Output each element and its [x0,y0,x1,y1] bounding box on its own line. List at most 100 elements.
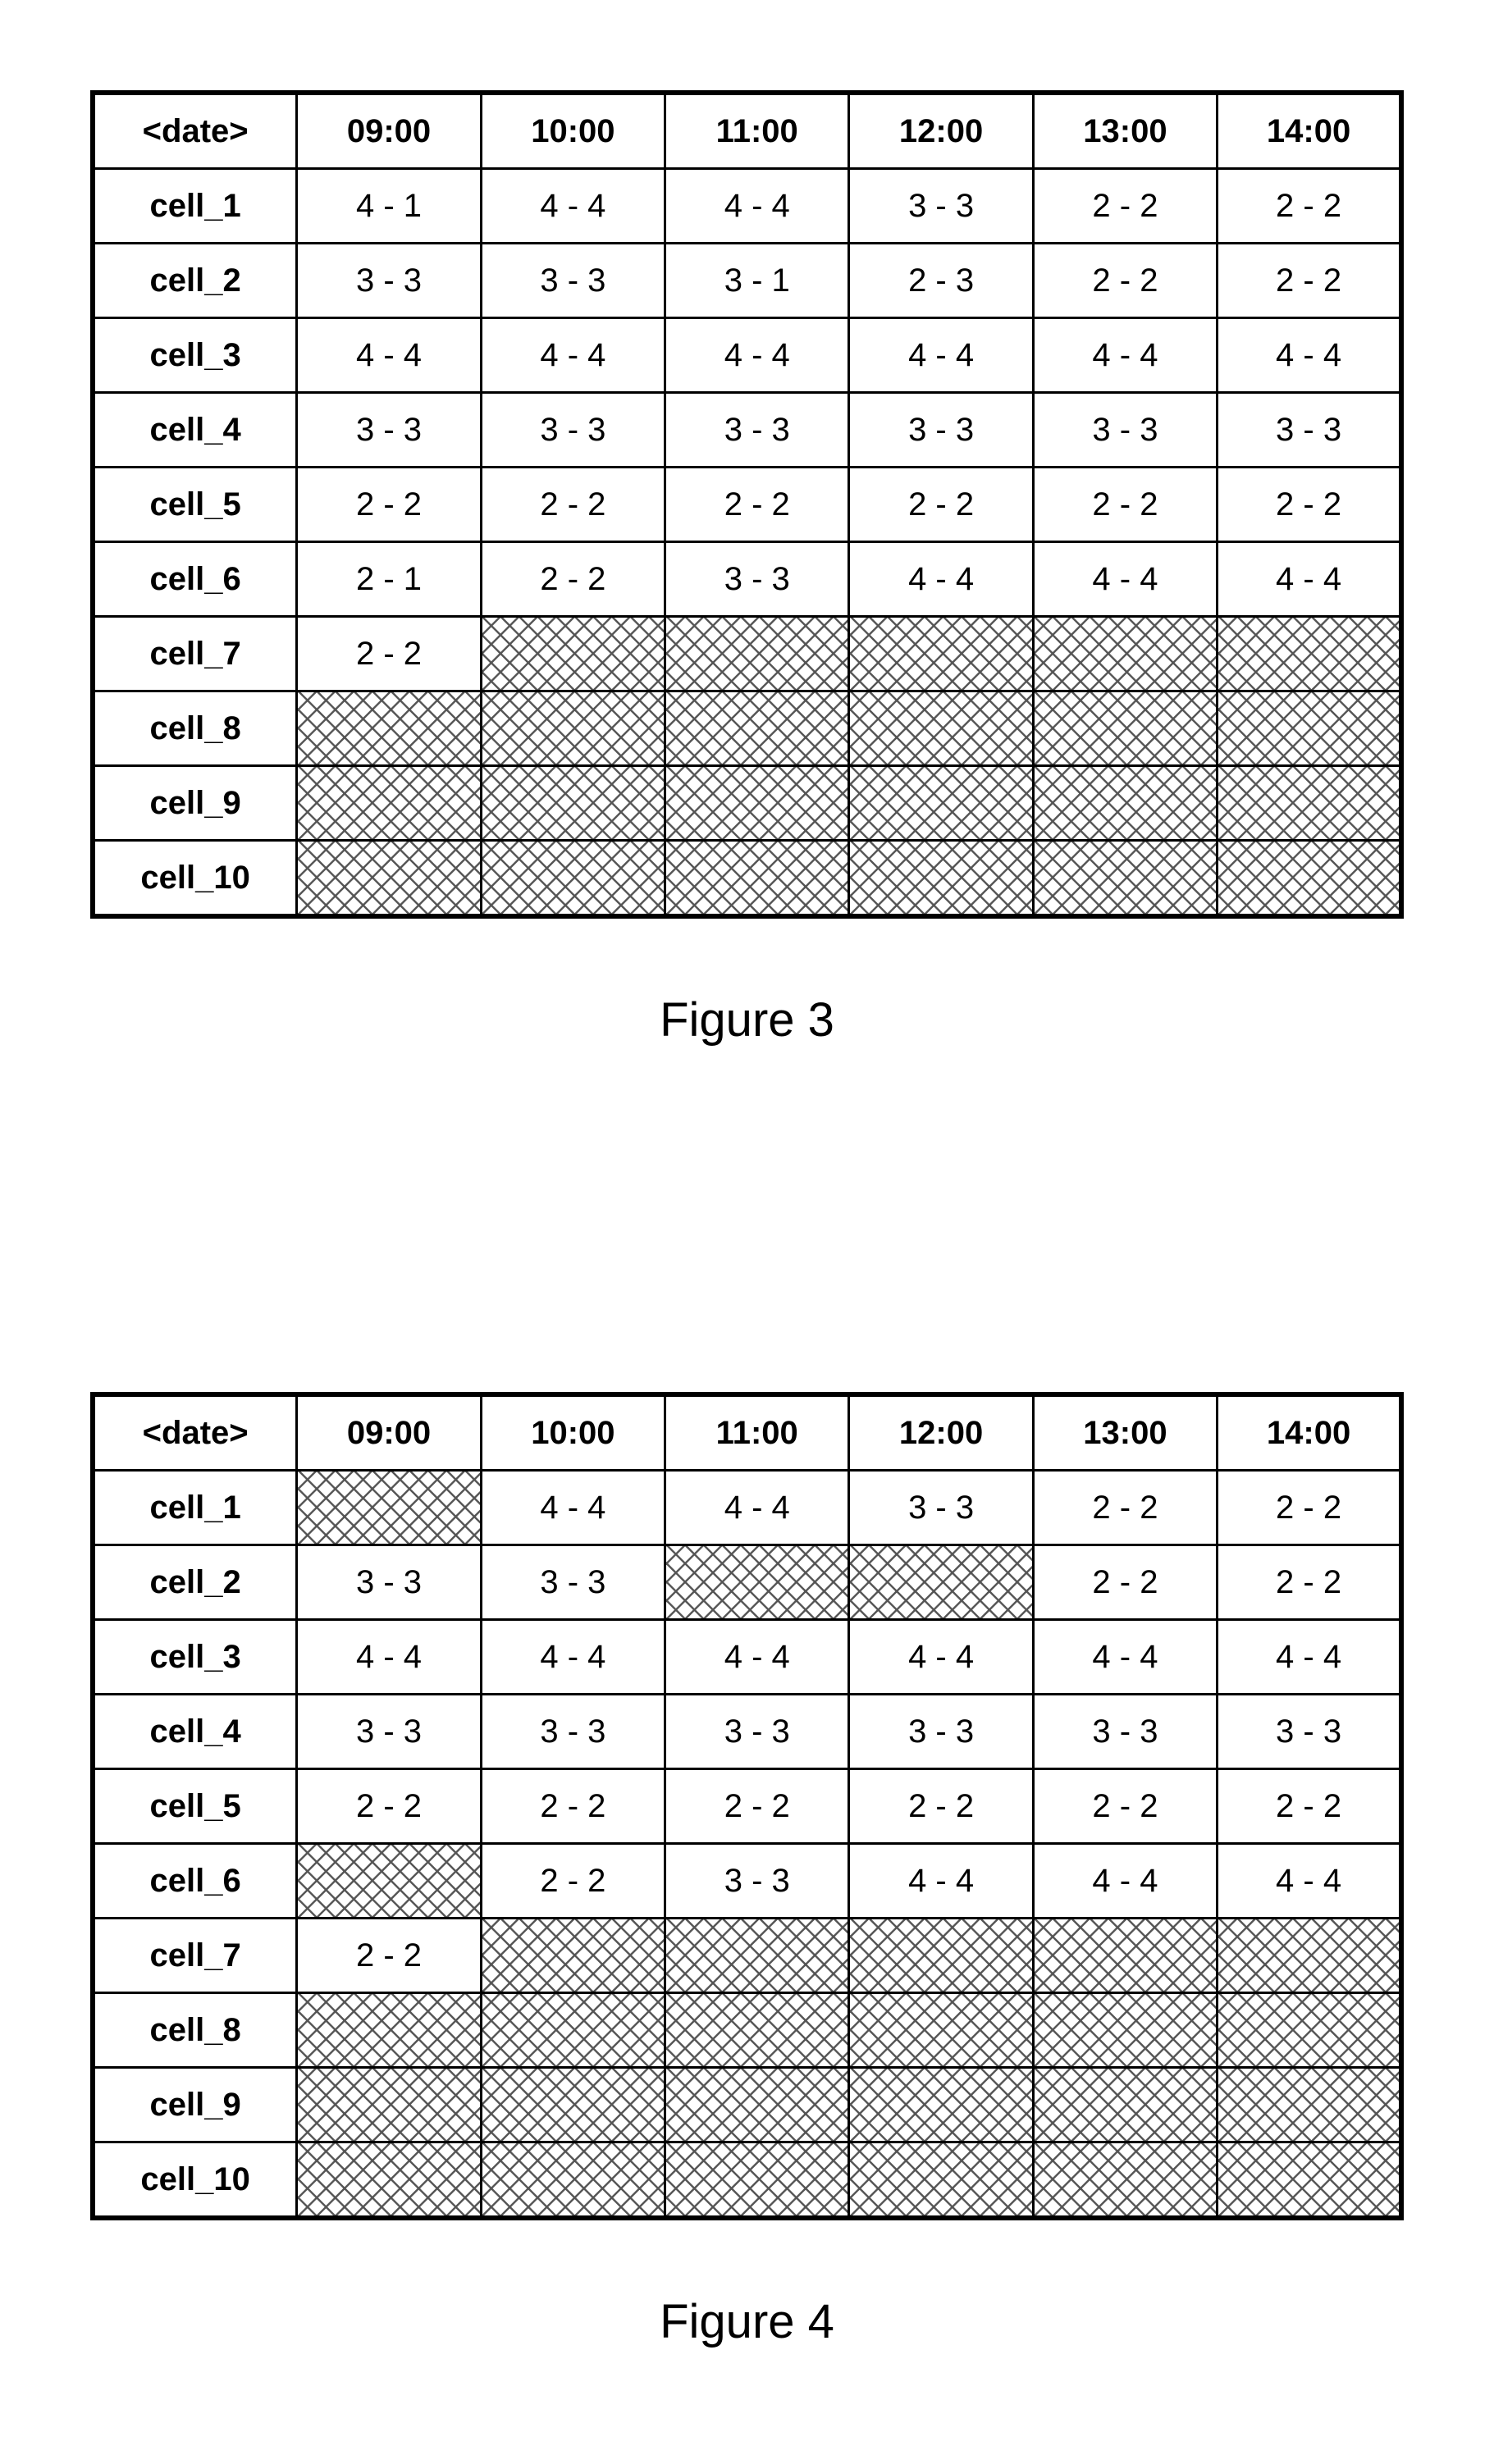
row-header: cell_10 [93,841,297,917]
table-row: cell_9 [93,2068,1401,2142]
data-cell: 2 - 2 [1218,1769,1401,1844]
hatched-cell [1218,2142,1401,2219]
hatched-cell [1218,1919,1401,1993]
row-header: cell_3 [93,1620,297,1695]
data-cell: 2 - 2 [1218,468,1401,542]
row-header: cell_5 [93,468,297,542]
hatched-cell [1218,1993,1401,2068]
data-cell: 2 - 2 [1033,468,1217,542]
hatched-cell [297,691,481,766]
data-cell: 2 - 2 [297,1919,481,1993]
hatched-cell [665,1919,849,1993]
figure-gap [90,1047,1404,1392]
data-cell: 4 - 4 [1033,1620,1217,1695]
hatched-cell [665,617,849,691]
table-row: cell_4 3 - 3 3 - 3 3 - 3 3 - 3 3 - 3 3 -… [93,393,1401,468]
hatched-cell [1033,1993,1217,2068]
data-cell: 3 - 1 [665,244,849,318]
hatched-cell [1218,2068,1401,2142]
data-cell: 4 - 4 [297,318,481,393]
hatched-cell [849,1993,1033,2068]
data-cell: 4 - 4 [1033,542,1217,617]
data-cell: 3 - 3 [1218,393,1401,468]
table-row: cell_5 2 - 2 2 - 2 2 - 2 2 - 2 2 - 2 2 -… [93,1769,1401,1844]
data-cell: 3 - 3 [1218,1695,1401,1769]
table-row: cell_9 [93,766,1401,841]
hatched-cell [849,841,1033,917]
table-header-row: <date> 09:00 10:00 11:00 12:00 13:00 14:… [93,93,1401,169]
data-cell: 2 - 2 [1033,244,1217,318]
data-cell: 4 - 4 [1218,318,1401,393]
data-cell: 2 - 2 [1033,1769,1217,1844]
hatched-cell [481,691,665,766]
hatched-cell [665,691,849,766]
data-cell: 3 - 3 [481,393,665,468]
col-header-0900: 09:00 [297,93,481,169]
figure-3-table: <date> 09:00 10:00 11:00 12:00 13:00 14:… [90,90,1404,919]
row-header: cell_3 [93,318,297,393]
data-cell: 4 - 4 [849,1844,1033,1919]
data-cell: 3 - 3 [481,1695,665,1769]
data-cell: 4 - 4 [481,318,665,393]
hatched-cell [849,766,1033,841]
hatched-cell [481,766,665,841]
data-cell: 3 - 3 [665,542,849,617]
row-header: cell_7 [93,1919,297,1993]
data-cell: 3 - 3 [297,244,481,318]
hatched-cell [297,1844,481,1919]
data-cell: 2 - 2 [849,1769,1033,1844]
table-row: cell_7 2 - 2 [93,1919,1401,1993]
data-cell: 2 - 2 [481,1769,665,1844]
col-header-1300: 13:00 [1033,93,1217,169]
data-cell: 3 - 3 [481,244,665,318]
col-header-1400: 14:00 [1218,1394,1401,1471]
table-row: cell_3 4 - 4 4 - 4 4 - 4 4 - 4 4 - 4 4 -… [93,318,1401,393]
figure-3-caption: Figure 3 [90,992,1404,1047]
hatched-cell [849,691,1033,766]
table-row: cell_8 [93,1993,1401,2068]
row-header: cell_5 [93,1769,297,1844]
col-header-1200: 12:00 [849,93,1033,169]
hatched-cell [481,1993,665,2068]
data-cell: 4 - 4 [481,169,665,244]
data-cell: 3 - 3 [849,393,1033,468]
table-row: cell_1 4 - 1 4 - 4 4 - 4 3 - 3 2 - 2 2 -… [93,169,1401,244]
hatched-cell [665,2142,849,2219]
col-header-0900: 09:00 [297,1394,481,1471]
row-header: cell_6 [93,1844,297,1919]
data-cell: 3 - 3 [481,1545,665,1620]
hatched-cell [849,1545,1033,1620]
col-header-1100: 11:00 [665,93,849,169]
data-cell: 2 - 3 [849,244,1033,318]
data-cell: 4 - 4 [665,1620,849,1695]
data-cell: 3 - 3 [297,393,481,468]
data-cell: 4 - 4 [1218,1844,1401,1919]
hatched-cell [1033,2068,1217,2142]
row-header: cell_6 [93,542,297,617]
data-cell: 4 - 1 [297,169,481,244]
hatched-cell [849,1919,1033,1993]
hatched-cell [1218,617,1401,691]
hatched-cell [665,1545,849,1620]
table-row: cell_2 3 - 3 3 - 3 3 - 1 2 - 3 2 - 2 2 -… [93,244,1401,318]
table-row: cell_5 2 - 2 2 - 2 2 - 2 2 - 2 2 - 2 2 -… [93,468,1401,542]
row-header: cell_8 [93,691,297,766]
data-cell: 3 - 3 [1033,1695,1217,1769]
data-cell: 2 - 2 [297,468,481,542]
data-cell: 2 - 2 [1033,1471,1217,1545]
col-header-1100: 11:00 [665,1394,849,1471]
data-cell: 2 - 2 [481,1844,665,1919]
hatched-cell [665,1993,849,2068]
hatched-cell [481,1919,665,1993]
table-row: cell_8 [93,691,1401,766]
data-cell: 2 - 2 [1033,1545,1217,1620]
data-cell: 3 - 3 [665,1844,849,1919]
table-row: cell_1 4 - 4 4 - 4 3 - 3 2 - 2 2 - 2 [93,1471,1401,1545]
hatched-cell [1218,766,1401,841]
hatched-cell [1033,691,1217,766]
hatched-cell [297,2068,481,2142]
figure-4-table: <date> 09:00 10:00 11:00 12:00 13:00 14:… [90,1392,1404,2220]
data-cell: 4 - 4 [849,542,1033,617]
hatched-cell [1033,617,1217,691]
hatched-cell [297,1993,481,2068]
